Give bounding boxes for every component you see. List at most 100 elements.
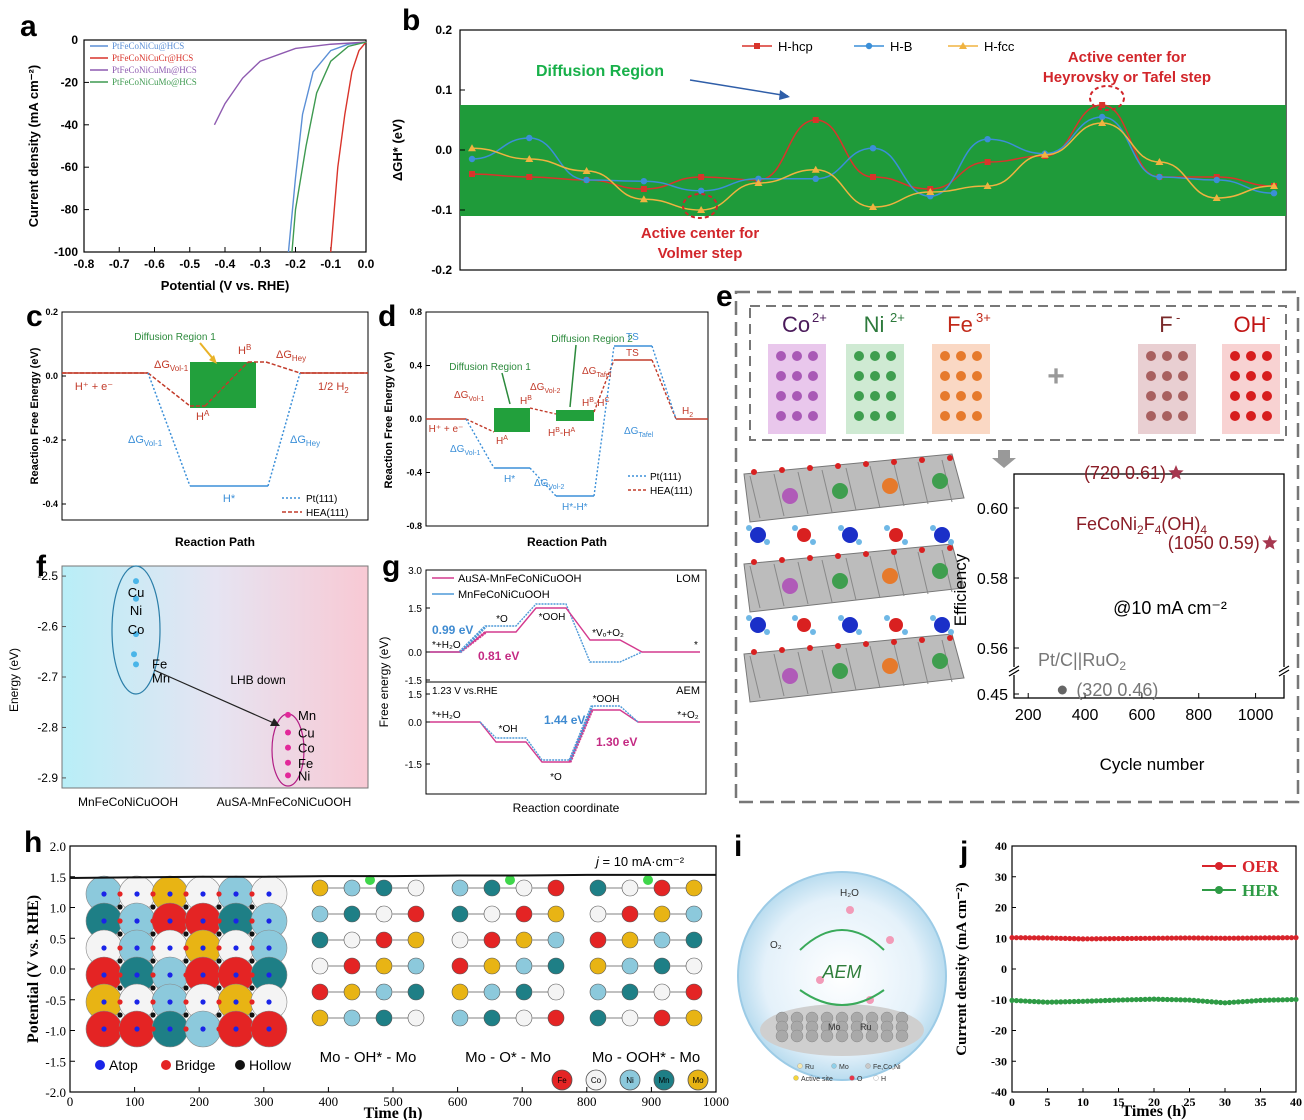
h-atom xyxy=(884,615,890,621)
marker-hcp xyxy=(812,117,819,123)
oxygen-atom xyxy=(891,549,897,555)
axis-break xyxy=(1278,669,1290,677)
x-tick-label: -0.4 xyxy=(215,257,236,271)
structure-atom xyxy=(375,983,393,1001)
element-co xyxy=(585,1069,607,1091)
atop-site xyxy=(233,972,239,978)
legend-marker xyxy=(865,42,873,50)
ion-dot xyxy=(1162,351,1172,361)
series-point xyxy=(1040,935,1046,941)
legend-label-2: PtFeCoNiCuMn@HCS xyxy=(112,65,197,75)
bridge-site xyxy=(117,999,123,1005)
label-dg-tafel-pt: ΔGTafel xyxy=(624,426,654,439)
series-point xyxy=(1124,935,1130,942)
x-axis-label: Reaction coordinate xyxy=(513,801,620,815)
marker-fcc xyxy=(869,203,877,210)
structure-atom xyxy=(685,1009,703,1027)
atop-site xyxy=(200,945,206,951)
series-point xyxy=(1040,999,1046,1005)
series-point xyxy=(1027,935,1033,941)
adsorbate xyxy=(365,875,375,885)
sl-sub3: 4 xyxy=(1200,523,1207,537)
y-tick-label: 0.56 xyxy=(977,641,1008,658)
dg-main: ΔG xyxy=(290,434,306,446)
atop-site xyxy=(233,945,239,951)
x-axis-label: Reaction Path xyxy=(527,535,607,549)
aem-pink xyxy=(430,709,700,763)
legend-label-0: PtFeCoNiCu@HCS xyxy=(112,41,184,51)
energy-point xyxy=(133,661,139,668)
structure-atom xyxy=(685,931,703,949)
hollow-site xyxy=(117,1012,123,1018)
ion-label-2: Fe xyxy=(947,312,973,337)
ion-dot xyxy=(1262,371,1272,381)
ion-dot xyxy=(1246,371,1256,381)
volmer-circle xyxy=(682,193,718,219)
structure-atom xyxy=(515,1009,533,1027)
x-tick-label: 0 xyxy=(1009,1095,1015,1109)
ha-sup: A xyxy=(503,435,508,442)
oxygen-atom xyxy=(807,645,813,651)
sl-main: FeCoNi xyxy=(1076,514,1137,534)
label-ts-hea: TS xyxy=(626,348,639,359)
hollow-dot xyxy=(235,1060,245,1070)
mo-label: Mo xyxy=(828,1022,841,1032)
x-axis-label: Time (h) xyxy=(364,1105,423,1120)
series-point xyxy=(1293,935,1299,941)
series-point xyxy=(1138,996,1144,1003)
atop-site xyxy=(167,972,173,978)
element-label: Mn xyxy=(658,1076,669,1085)
hollow-site xyxy=(150,958,156,964)
structures xyxy=(311,875,703,1027)
lom-barrier-blue xyxy=(458,624,488,654)
ion-dot xyxy=(808,371,818,381)
y-tick-label: -2.0 xyxy=(45,1085,66,1100)
bond xyxy=(773,473,785,517)
structure-atom xyxy=(311,905,329,923)
bridge-site xyxy=(150,891,156,897)
series-point xyxy=(1213,999,1219,1005)
label-dg-hey-pt: ΔGHey xyxy=(290,434,320,448)
hollow-site xyxy=(183,1012,189,1018)
label-hbha: HB-HA xyxy=(548,427,575,439)
h-atom xyxy=(792,525,798,531)
series-point xyxy=(1195,935,1201,941)
diffusion-arrow-head xyxy=(209,355,217,364)
label-g2-1: Cu xyxy=(298,726,315,741)
structure-atom xyxy=(407,1009,425,1027)
structure-atom xyxy=(483,957,501,975)
bed-atom xyxy=(775,1029,789,1043)
bridge-site xyxy=(117,945,123,951)
bond xyxy=(917,641,929,685)
y-tick-label: -1.0 xyxy=(45,1024,66,1039)
atop-site xyxy=(167,1026,173,1032)
structure-atom xyxy=(547,957,565,975)
marker-fcc xyxy=(811,165,820,173)
series-point xyxy=(1071,936,1077,942)
structure-atom xyxy=(407,983,425,1001)
bond xyxy=(845,467,857,511)
series-point xyxy=(1102,997,1108,1004)
oxygen-atom xyxy=(891,459,897,465)
h-atom xyxy=(902,629,908,635)
bridge-site xyxy=(249,999,255,1005)
axis-break xyxy=(1278,665,1290,673)
atop-site xyxy=(134,999,140,1005)
y-tick-label: 0.0 xyxy=(45,371,58,381)
ion-label-3: F xyxy=(1159,312,1172,337)
y-tick-label: 1.5 xyxy=(408,604,422,615)
aem-barrier-blue xyxy=(568,705,594,761)
bond xyxy=(845,647,857,691)
ion-dot xyxy=(940,391,950,401)
ion-dot xyxy=(808,351,818,361)
annotation-heyrovsky-1: Active center for xyxy=(1068,49,1187,66)
x-tick-label: 10 xyxy=(1077,1095,1089,1109)
chart-d: 0.8 0.4 0.0 -0.4 -0.8 Diffusion Region 1 Dif… xyxy=(383,307,709,549)
series-point xyxy=(1129,935,1135,942)
y-axis-label: Reaction Free Energy (eV) xyxy=(383,351,395,488)
series-point xyxy=(1124,997,1130,1003)
atop-site xyxy=(200,972,206,978)
label-g2-0: Mn xyxy=(298,708,316,723)
series-point xyxy=(1093,936,1099,942)
series-point xyxy=(1235,935,1241,941)
